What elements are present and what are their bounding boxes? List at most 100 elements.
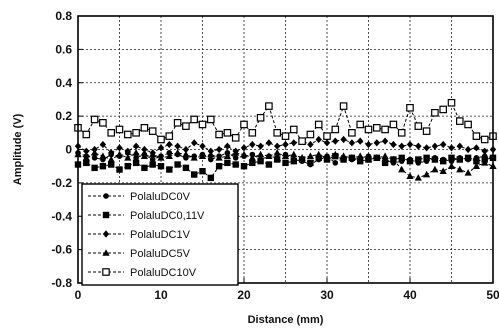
data-point <box>199 142 206 150</box>
data-point <box>323 139 331 147</box>
data-point <box>149 156 156 163</box>
data-point <box>149 161 156 168</box>
legend-swatch-marker <box>102 211 110 219</box>
data-point <box>331 125 340 134</box>
data-point <box>357 137 364 145</box>
data-point <box>232 155 239 161</box>
data-point <box>174 142 181 150</box>
data-point <box>273 149 281 156</box>
data-point <box>191 139 198 147</box>
data-point <box>381 137 389 145</box>
data-point <box>456 117 464 125</box>
data-point <box>364 155 373 163</box>
data-point <box>307 159 314 167</box>
data-point <box>406 157 414 165</box>
data-point <box>174 161 181 168</box>
data-point <box>473 144 480 152</box>
data-point <box>414 174 422 181</box>
data-point <box>431 165 439 173</box>
data-point <box>398 165 406 173</box>
data-point <box>91 155 98 161</box>
x-tick-label: 40 <box>403 288 417 302</box>
data-point <box>207 174 214 182</box>
legend-label: PolaluDC10V <box>130 267 197 279</box>
series-line <box>77 152 494 166</box>
data-point <box>116 166 123 173</box>
y-tick-label: 0 <box>65 143 72 157</box>
data-point <box>373 124 381 132</box>
data-point <box>464 154 472 162</box>
legend-swatch-marker <box>102 268 110 276</box>
data-point <box>215 154 223 161</box>
data-point <box>207 115 215 124</box>
data-point <box>414 122 423 130</box>
data-point <box>257 150 265 158</box>
data-point <box>140 124 149 132</box>
data-point <box>124 162 131 170</box>
data-point <box>473 157 480 165</box>
data-point <box>123 130 132 139</box>
y-tick-label: -0.2 <box>51 176 72 190</box>
data-point <box>191 171 198 178</box>
data-point <box>314 120 323 129</box>
data-point <box>99 152 107 159</box>
data-point <box>182 164 190 172</box>
data-point <box>447 98 456 107</box>
data-point <box>223 129 232 137</box>
data-point <box>415 156 422 163</box>
data-point <box>422 127 431 135</box>
x-tick-label: 20 <box>237 288 251 302</box>
data-point <box>132 159 140 167</box>
data-point <box>398 154 405 162</box>
data-point <box>215 145 223 154</box>
data-point <box>348 139 356 147</box>
data-point <box>149 150 157 158</box>
x-tick-label: 10 <box>154 288 168 302</box>
legend: PolaluDC0V PolaluDC0,11V PolaluDC1V PolaluD… <box>81 183 239 286</box>
data-point <box>282 159 289 167</box>
data-point <box>348 129 356 137</box>
data-point <box>348 154 356 161</box>
data-point <box>124 147 131 155</box>
data-point <box>148 127 157 135</box>
data-point <box>132 149 140 156</box>
data-point <box>83 159 90 167</box>
data-point <box>208 156 214 163</box>
data-point <box>472 132 481 140</box>
data-point <box>99 140 107 149</box>
legend-swatch-marker <box>102 230 110 238</box>
data-point <box>265 102 273 110</box>
data-point <box>389 155 397 163</box>
y-tick-label: 0.2 <box>55 109 72 123</box>
data-point <box>231 134 240 142</box>
data-point <box>332 160 339 166</box>
data-point <box>240 162 248 170</box>
series-4 <box>74 98 497 145</box>
legend-swatch-marker <box>103 193 109 199</box>
data-point <box>464 145 472 154</box>
data-point <box>472 162 480 169</box>
data-point <box>224 142 231 150</box>
data-point <box>165 152 173 159</box>
y-tick-label: -0.4 <box>51 209 72 223</box>
data-point <box>248 129 257 137</box>
tick-labels: 0 10 20 30 40 50 0.8 0.6 0.4 0.2 0 -0.2 -0.4 -0.6 -0.8 <box>51 9 499 302</box>
data-point <box>240 144 248 152</box>
data-point <box>91 164 98 172</box>
data-point <box>240 150 248 158</box>
x-axis-title: Distance (mm) <box>248 314 324 326</box>
data-point <box>364 125 373 134</box>
data-point <box>315 150 323 158</box>
data-point <box>257 142 264 150</box>
y-tick-label: 0.4 <box>55 76 72 90</box>
data-point <box>182 122 190 130</box>
series-3 <box>74 149 497 181</box>
data-point <box>107 129 116 137</box>
data-point <box>132 129 140 137</box>
data-point <box>198 152 207 159</box>
data-point <box>124 154 132 161</box>
data-point <box>265 161 273 168</box>
data-point <box>232 161 239 168</box>
data-point <box>215 130 223 139</box>
